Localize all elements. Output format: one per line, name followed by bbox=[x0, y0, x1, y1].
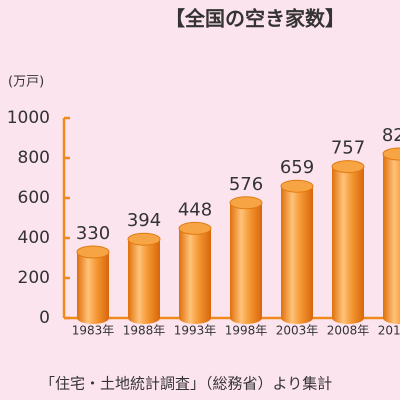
value-label: 394 bbox=[127, 210, 161, 231]
value-label: 659 bbox=[280, 157, 314, 178]
y-tick-label: 400 bbox=[18, 228, 50, 248]
bar bbox=[332, 166, 364, 318]
bar-top bbox=[280, 179, 314, 193]
bar-top bbox=[127, 232, 161, 246]
value-label: 820 bbox=[382, 125, 400, 146]
bar bbox=[230, 202, 262, 318]
x-tick-label: 1988年 bbox=[123, 324, 166, 338]
x-tick-label: 1993年 bbox=[174, 324, 217, 338]
bar bbox=[128, 239, 160, 318]
bar-top bbox=[178, 221, 212, 235]
unit-label: (万戸) bbox=[8, 75, 44, 90]
value-label: 330 bbox=[76, 223, 110, 244]
bar-top bbox=[76, 245, 110, 259]
x-tick-label: 1983年 bbox=[72, 324, 115, 338]
value-label: 576 bbox=[229, 174, 263, 195]
x-tick-label: 2008年 bbox=[327, 324, 370, 338]
x-tick-label: 1998年 bbox=[225, 324, 268, 338]
bar bbox=[383, 154, 400, 318]
bar-top bbox=[229, 196, 263, 210]
bar-top bbox=[331, 160, 365, 174]
value-label: 757 bbox=[331, 138, 365, 159]
source-note: 「住宅・土地統計調査」（総務省）より集計 bbox=[40, 375, 332, 393]
y-tick-label: 600 bbox=[18, 188, 50, 208]
chart-title: 【全国の空き家数】 bbox=[165, 7, 345, 31]
bar bbox=[179, 228, 211, 318]
y-tick-label: 800 bbox=[18, 148, 50, 168]
y-tick-label: 0 bbox=[39, 308, 50, 328]
y-tick-label: 200 bbox=[18, 268, 50, 288]
value-label: 448 bbox=[178, 199, 212, 220]
bar bbox=[281, 186, 313, 318]
y-tick-label: 1000 bbox=[7, 108, 50, 128]
bar bbox=[77, 252, 109, 318]
bar-top bbox=[382, 147, 400, 161]
x-tick-label: 2013年 bbox=[378, 324, 400, 338]
x-tick-label: 2003年 bbox=[276, 324, 319, 338]
